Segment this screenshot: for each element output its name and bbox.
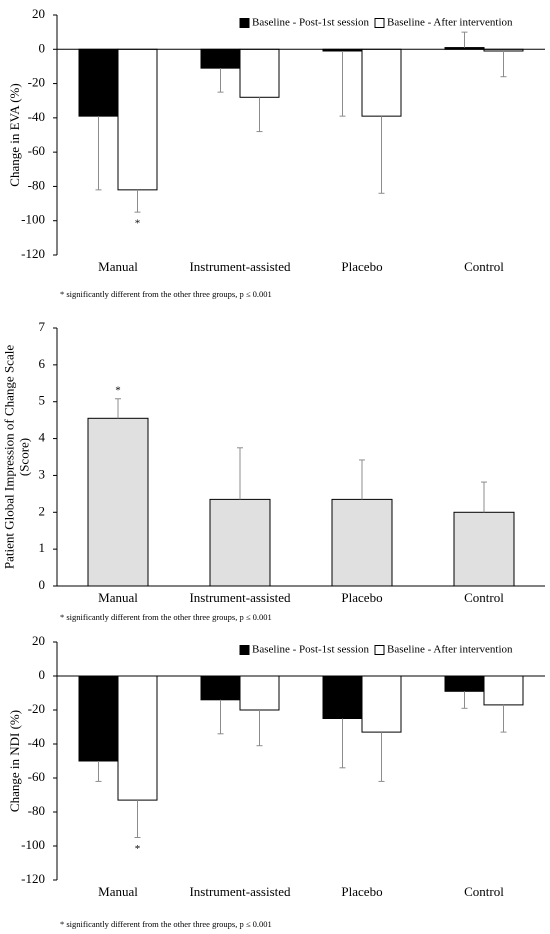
- y-tick-label: -40: [28, 109, 45, 124]
- y-tick-label: -100: [21, 837, 45, 852]
- y-tick-label: 3: [39, 466, 46, 481]
- y-tick-label: 1: [39, 540, 46, 555]
- x-tick-label: Instrument-assisted: [189, 590, 291, 605]
- error-bar: [339, 718, 346, 769]
- error-bar: [217, 699, 224, 735]
- x-tick-label: Instrument-assisted: [189, 884, 291, 899]
- error-bar: [237, 447, 243, 500]
- annotation: *: [115, 384, 121, 396]
- y-axis-label: Change in EVA (%): [7, 83, 22, 186]
- footnote: * significantly different from the other…: [60, 612, 272, 622]
- y-axis-label: Change in NDI (%): [7, 710, 22, 812]
- y-tick-label: 2: [39, 503, 46, 518]
- bar: [444, 675, 485, 692]
- bar: [209, 498, 271, 587]
- y-tick-label: -20: [28, 75, 45, 90]
- legend-label: Baseline - After intervention: [387, 17, 513, 29]
- bar: [200, 48, 241, 69]
- error-bar: [134, 800, 141, 838]
- bar: [453, 511, 515, 587]
- x-tick-label: Control: [464, 259, 504, 274]
- bar: [78, 48, 119, 117]
- y-tick-label: 4: [39, 430, 46, 445]
- footnote: * significantly different from the other…: [60, 289, 272, 299]
- error-bar: [461, 31, 468, 48]
- y-tick-label: 0: [39, 577, 46, 592]
- error-bar: [359, 459, 365, 500]
- annotation: *: [135, 218, 141, 230]
- y-tick-label: 6: [39, 356, 46, 371]
- bar: [361, 675, 402, 733]
- bar: [117, 48, 158, 191]
- y-axis-label: (Score): [16, 438, 31, 476]
- x-tick-label: Manual: [98, 884, 138, 899]
- x-tick-label: Control: [464, 590, 504, 605]
- error-bar: [95, 116, 102, 191]
- legend-label: Baseline - After intervention: [387, 644, 513, 656]
- x-tick-label: Manual: [98, 259, 138, 274]
- y-tick-label: -80: [28, 177, 45, 192]
- error-bar: [378, 116, 385, 194]
- bar: [239, 675, 280, 711]
- error-bar: [378, 732, 385, 782]
- footnote: * significantly different from the other…: [60, 919, 272, 929]
- error-bar: [461, 691, 468, 709]
- y-tick-label: -40: [28, 735, 45, 750]
- error-bar: [115, 398, 121, 419]
- legend-swatch: [239, 18, 250, 28]
- x-tick-label: Instrument-assisted: [189, 259, 291, 274]
- y-tick-label: 7: [39, 319, 46, 334]
- y-axis-label: Patient Global Impression of Change Scal…: [1, 345, 16, 569]
- x-tick-label: Placebo: [341, 884, 382, 899]
- annotation: *: [135, 843, 141, 855]
- error-bar: [500, 704, 507, 733]
- error-bar: [500, 51, 507, 78]
- error-bar: [339, 51, 346, 117]
- error-bar: [134, 189, 141, 213]
- error-bar: [217, 68, 224, 93]
- bar: [483, 675, 524, 706]
- legend-swatch: [374, 645, 385, 655]
- error-bar: [95, 761, 102, 782]
- error-bar: [481, 481, 487, 513]
- y-tick-label: -60: [28, 143, 45, 158]
- y-tick-label: -60: [28, 769, 45, 784]
- bar: [239, 48, 280, 98]
- y-tick-label: -120: [21, 871, 45, 886]
- bar: [87, 417, 149, 587]
- y-tick-label: 5: [39, 393, 46, 408]
- y-tick-label: -100: [21, 212, 45, 227]
- x-tick-label: Placebo: [341, 590, 382, 605]
- bar: [322, 675, 363, 719]
- bar: [117, 675, 158, 801]
- y-tick-label: -80: [28, 803, 45, 818]
- bar: [361, 48, 402, 117]
- legend-label: Baseline - Post-1st session: [252, 644, 370, 656]
- bar: [331, 498, 393, 587]
- legend-swatch: [374, 18, 385, 28]
- bar: [78, 675, 119, 762]
- y-tick-label: 0: [39, 667, 46, 682]
- error-bar: [256, 97, 263, 133]
- y-tick-label: -120: [21, 246, 45, 261]
- y-tick-label: 20: [32, 633, 45, 648]
- y-tick-label: 20: [32, 6, 45, 21]
- legend-label: Baseline - Post-1st session: [252, 17, 370, 29]
- legend-swatch: [239, 645, 250, 655]
- y-tick-label: -20: [28, 701, 45, 716]
- error-bar: [256, 710, 263, 747]
- x-tick-label: Placebo: [341, 259, 382, 274]
- bar: [200, 675, 241, 701]
- x-tick-label: Manual: [98, 590, 138, 605]
- x-tick-label: Control: [464, 884, 504, 899]
- y-tick-label: 0: [39, 40, 46, 55]
